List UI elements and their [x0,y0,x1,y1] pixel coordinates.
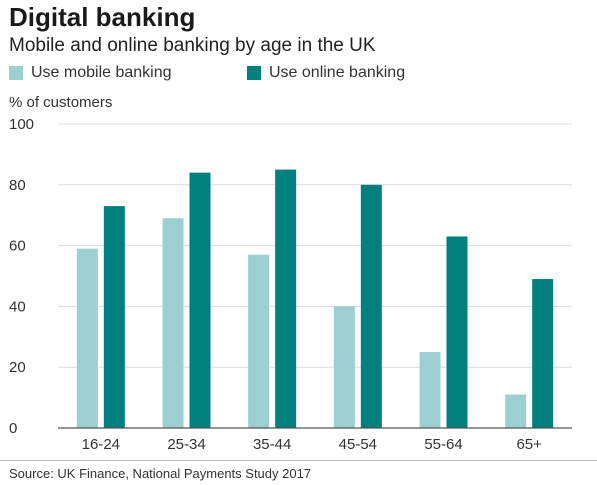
bar-mobile [505,394,527,428]
bar-online [103,206,125,428]
legend-swatch-mobile [9,66,23,80]
y-tick-label: 20 [9,359,26,376]
bar-mobile [333,306,355,428]
y-tick-label: 100 [9,116,34,133]
x-tick-label: 35-44 [253,436,291,453]
y-tick-label: 40 [9,298,26,315]
footer-divider [0,460,597,461]
chart-title: Digital banking [9,2,196,32]
x-tick-label: 25-34 [167,436,205,453]
bar-online [189,172,211,428]
x-tick-label: 45-54 [339,436,377,453]
bar-mobile [419,352,441,428]
source-note: Source: UK Finance, National Payments St… [9,466,312,481]
y-tick-label: 0 [9,420,17,437]
bar-mobile [162,218,184,428]
x-tick-label: 65+ [516,436,542,453]
bar-online [360,184,382,428]
bar-mobile [248,254,270,428]
x-tick-label: 55-64 [424,436,462,453]
bar-online [446,236,468,428]
x-tick-label: 16-24 [82,436,120,453]
bar-online [532,279,554,428]
legend-label-online: Use online banking [269,64,406,81]
bar-mobile [76,248,98,428]
chart-subtitle: Mobile and online banking by age in the … [9,35,376,56]
legend-swatch-online [247,66,261,80]
legend-item-online: Use online banking [247,63,405,83]
y-tick-label: 60 [9,238,26,255]
legend-label-mobile: Use mobile banking [31,64,172,81]
legend-item-mobile: Use mobile banking [9,63,172,83]
y-axis-label: % of customers [9,94,113,111]
y-tick-label: 80 [9,177,26,194]
bar-online [275,169,297,428]
